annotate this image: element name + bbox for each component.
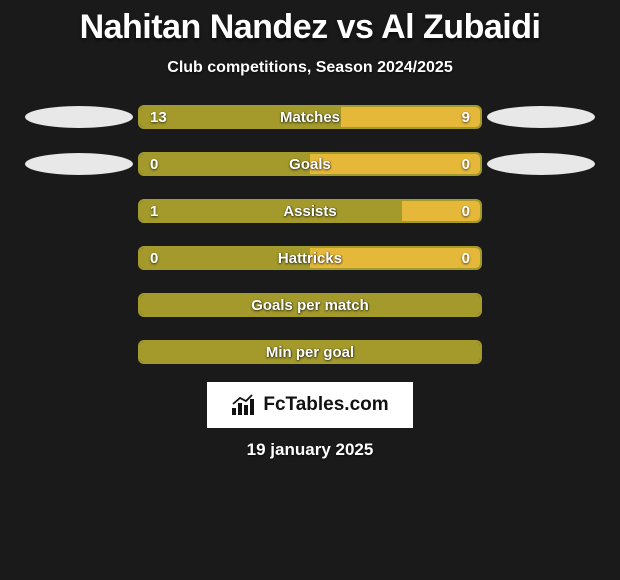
stat-row: 10Assists	[0, 199, 620, 223]
stat-label: Goals	[140, 154, 480, 174]
player2-side	[482, 152, 600, 176]
stat-bar: Min per goal	[138, 340, 482, 364]
player2-side	[482, 340, 600, 364]
player1-side	[20, 293, 138, 317]
stat-row: Min per goal	[0, 340, 620, 364]
stat-bar: 00Goals	[138, 152, 482, 176]
comparison-infographic: Nahitan Nandez vs Al Zubaidi Club compet…	[0, 0, 620, 580]
stat-bar: 139Matches	[138, 105, 482, 129]
stats-rows: 139Matches 00Goals 10Assists 00Hattricks Goa…	[0, 105, 620, 364]
stat-bar: 10Assists	[138, 199, 482, 223]
logo-box: FcTables.com	[207, 382, 413, 428]
chart-icon	[231, 394, 257, 416]
player1-side	[20, 340, 138, 364]
logo-text: FcTables.com	[263, 394, 388, 416]
date-label: 19 january 2025	[0, 440, 620, 460]
stat-row: 00Hattricks	[0, 246, 620, 270]
stat-row: 139Matches	[0, 105, 620, 129]
player1-side	[20, 199, 138, 223]
stat-label: Hattricks	[140, 248, 480, 268]
player1-side	[20, 152, 138, 176]
stat-bar: 00Hattricks	[138, 246, 482, 270]
stat-label: Min per goal	[140, 342, 480, 362]
player2-ellipse	[487, 153, 595, 175]
stat-bar: Goals per match	[138, 293, 482, 317]
stat-label: Assists	[140, 201, 480, 221]
player2-name: Al Zubaidi	[381, 8, 540, 46]
player2-ellipse	[487, 106, 595, 128]
stat-row: 00Goals	[0, 152, 620, 176]
player2-side	[482, 293, 600, 317]
subtitle: Club competitions, Season 2024/2025	[0, 59, 620, 77]
page-title: Nahitan Nandez vs Al Zubaidi	[0, 8, 620, 47]
vs-label: vs	[337, 8, 374, 46]
stat-row: Goals per match	[0, 293, 620, 317]
player1-name: Nahitan Nandez	[80, 8, 328, 46]
player2-side	[482, 246, 600, 270]
stat-label: Matches	[140, 107, 480, 127]
player1-side	[20, 105, 138, 129]
player2-side	[482, 105, 600, 129]
player1-side	[20, 246, 138, 270]
player1-ellipse	[25, 153, 133, 175]
player2-side	[482, 199, 600, 223]
player1-ellipse	[25, 106, 133, 128]
stat-label: Goals per match	[140, 295, 480, 315]
